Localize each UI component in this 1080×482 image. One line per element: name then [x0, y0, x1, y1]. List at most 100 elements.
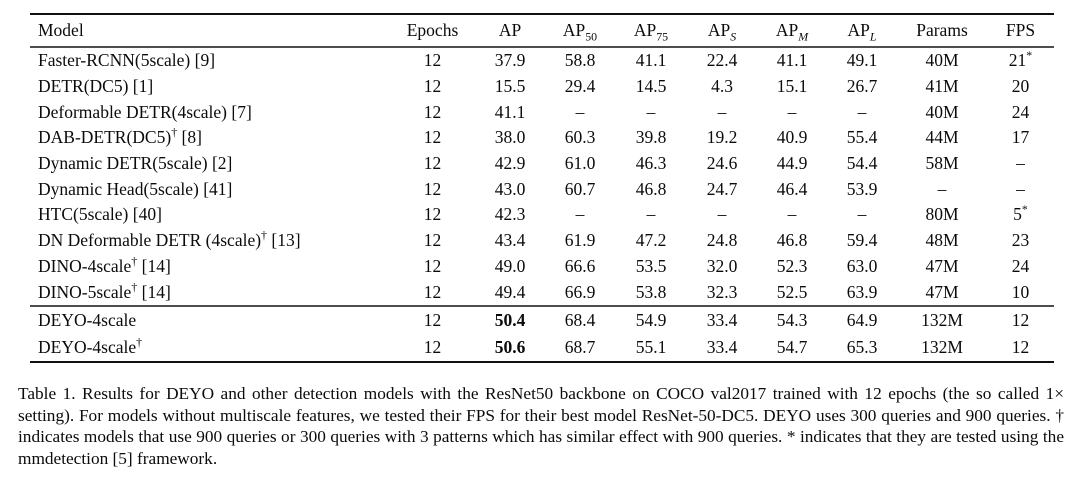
- table-row: Dynamic Head(5scale) [41] 12 43.0 60.7 46.8 2…: [30, 176, 1054, 202]
- value-cell: 4.3: [711, 76, 733, 97]
- value-cell: 42.3: [494, 204, 526, 225]
- value-cell: –: [937, 178, 947, 199]
- value-cell: 12: [423, 153, 442, 174]
- value-cell: 12: [423, 50, 442, 71]
- value-cell: 12: [423, 127, 442, 148]
- value-cell: 37.9: [494, 50, 526, 71]
- table-body: Faster-RCNN(5scale) [9] 12 37.9 58.8 41.1 22.…: [30, 47, 1054, 362]
- value-cell: 33.4: [706, 336, 738, 357]
- value-cell: 24: [1011, 101, 1030, 122]
- value-cell: 54.3: [776, 309, 808, 330]
- value-cell: 47M: [925, 255, 959, 276]
- value-cell: 46.3: [635, 153, 667, 174]
- value-cell: 52.5: [776, 281, 808, 302]
- model-name-cell: DETR(DC5) [1]: [38, 76, 154, 97]
- value-cell: 42.9: [494, 153, 526, 174]
- table-row: DINO-4scale† [14] 12 49.0 66.6 53.5 32.0 52.3 6…: [30, 254, 1054, 280]
- model-name-cell: DEYO-4scale: [38, 309, 137, 330]
- value-cell: 54.4: [846, 153, 878, 174]
- value-cell: 32.0: [706, 255, 738, 276]
- value-cell: 61.9: [564, 230, 596, 251]
- value-cell: 52.3: [776, 255, 808, 276]
- model-name-cell: DAB-DETR(DC5)† [8]: [38, 125, 202, 148]
- value-cell: 47M: [925, 281, 959, 302]
- value-cell: –: [646, 101, 656, 122]
- value-cell: 40.9: [776, 127, 808, 148]
- value-cell: –: [1016, 153, 1025, 174]
- model-name-cell: DN Deformable DETR (4scale)† [13]: [38, 228, 301, 251]
- column-header-apm: APM: [775, 20, 809, 44]
- value-cell: 32.3: [706, 281, 738, 302]
- value-cell: 14.5: [635, 76, 667, 97]
- value-cell: –: [1016, 178, 1025, 199]
- value-cell: –: [787, 204, 797, 225]
- value-cell: 15.5: [494, 76, 526, 97]
- value-cell: 19.2: [706, 127, 738, 148]
- value-cell: 47.2: [635, 230, 667, 251]
- value-cell: 22.4: [706, 50, 738, 71]
- value-cell: –: [575, 101, 585, 122]
- value-cell: 59.4: [846, 230, 878, 251]
- value-cell: 12: [423, 204, 442, 225]
- value-cell: –: [575, 204, 585, 225]
- value-cell: –: [717, 101, 727, 122]
- value-cell: 43.4: [494, 230, 526, 251]
- value-cell: 24.7: [706, 178, 738, 199]
- value-cell: –: [787, 101, 797, 122]
- value-cell: 39.8: [635, 127, 667, 148]
- value-cell: 58M: [925, 153, 959, 174]
- value-cell: 43.0: [494, 178, 526, 199]
- value-cell: 60.3: [564, 127, 596, 148]
- value-cell: 33.4: [706, 309, 738, 330]
- value-cell: 41.1: [494, 101, 526, 122]
- value-cell: 53.8: [635, 281, 667, 302]
- value-cell: 40M: [925, 50, 959, 71]
- table-header-row: Model Epochs AP AP50 AP75 APS APM APL Params FPS: [30, 14, 1054, 47]
- column-header-params: Params: [916, 20, 968, 40]
- table-row: DAB-DETR(DC5)† [8] 12 38.0 60.3 39.8 19.2 40.9…: [30, 125, 1054, 151]
- model-name-cell: DEYO-4scale†: [38, 335, 143, 357]
- value-cell: 49.0: [494, 255, 526, 276]
- column-header-ap75: AP75: [633, 20, 669, 44]
- value-cell: 63.0: [846, 255, 878, 276]
- value-cell: 54.9: [635, 309, 667, 330]
- value-cell: 80M: [925, 204, 959, 225]
- value-cell: 46.4: [776, 178, 808, 199]
- value-cell: 68.4: [564, 309, 596, 330]
- value-cell: 55.1: [635, 336, 667, 357]
- model-name-cell: Dynamic Head(5scale) [41]: [38, 178, 233, 199]
- table-row: DEYO-4scale† 12 50.6 68.7 55.1 33.4 54.7 65.3 13…: [30, 334, 1054, 362]
- value-cell: 12: [1011, 336, 1030, 357]
- value-cell: 12: [1011, 309, 1030, 330]
- value-cell: 12: [423, 309, 442, 330]
- value-cell: 23: [1011, 230, 1030, 251]
- results-table-wrap: Model Epochs AP AP50 AP75 APS APM APL Params FPS …: [30, 13, 1054, 363]
- value-cell: 49.1: [846, 50, 878, 71]
- value-cell: 58.8: [564, 50, 596, 71]
- value-cell: 132M: [921, 309, 963, 330]
- value-cell: 26.7: [846, 76, 878, 97]
- table-row: HTC(5scale) [40] 12 42.3 – – – – – 80M 5*: [30, 202, 1054, 228]
- table-row: DINO-5scale† [14] 12 49.4 66.9 53.8 32.3 52.5 6…: [30, 279, 1054, 306]
- value-cell: 44M: [925, 127, 959, 148]
- value-cell: 24.6: [706, 153, 738, 174]
- value-cell: 24: [1011, 255, 1030, 276]
- value-cell: 46.8: [635, 178, 667, 199]
- value-cell: 38.0: [494, 127, 526, 148]
- value-cell: –: [717, 204, 727, 225]
- table-row: DETR(DC5) [1] 12 15.5 29.4 14.5 4.3 15.1 26.7 41…: [30, 74, 1054, 100]
- value-cell: 53.5: [635, 255, 667, 276]
- model-name-cell: DINO-5scale† [14]: [38, 279, 171, 302]
- results-table: Model Epochs AP AP50 AP75 APS APM APL Params FPS …: [30, 13, 1054, 363]
- table-caption: Table 1. Results for DEYO and other dete…: [18, 384, 1064, 468]
- value-cell: 48M: [925, 230, 959, 251]
- value-cell: 66.6: [564, 255, 596, 276]
- model-name-cell: HTC(5scale) [40]: [38, 204, 162, 225]
- value-cell: 12: [423, 76, 442, 97]
- value-cell: 41M: [925, 76, 959, 97]
- value-cell: 41.1: [776, 50, 808, 71]
- value-cell: 50.6: [494, 336, 526, 357]
- value-cell: 12: [423, 255, 442, 276]
- value-cell: 12: [423, 230, 442, 251]
